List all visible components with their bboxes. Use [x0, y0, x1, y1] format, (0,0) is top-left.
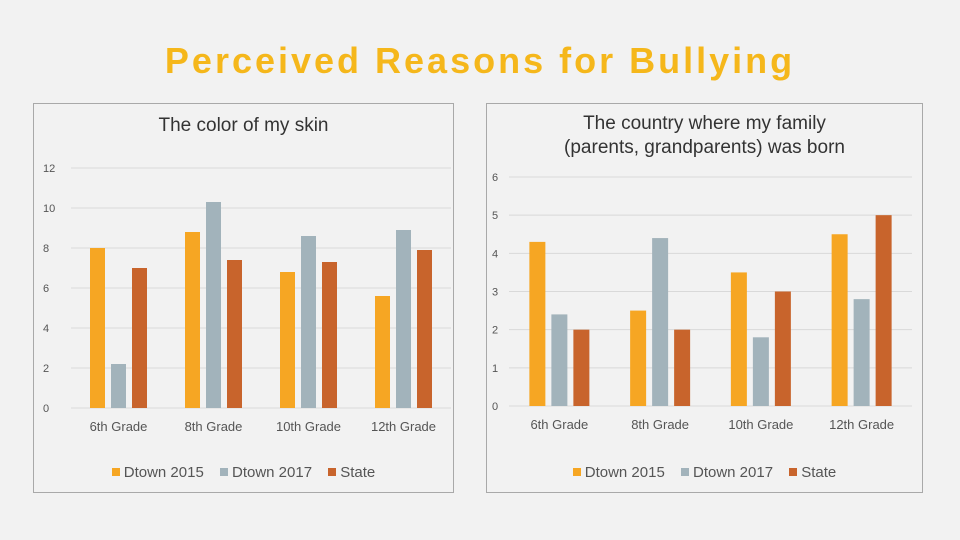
bar-dtown-2017 [206, 202, 221, 408]
bar-dtown-2017 [301, 236, 316, 408]
bar-dtown-2015 [529, 241, 546, 406]
legend: Dtown 2015 Dtown 2017 State [487, 464, 922, 481]
bar-dtown-2015 [375, 296, 390, 408]
bar-dtown-2017 [396, 230, 411, 408]
y-tick-label: 2 [492, 325, 498, 337]
y-tick-label: 10 [43, 203, 55, 215]
y-tick-label: 4 [43, 323, 49, 335]
slide-title: Perceived Reasons for Bullying [164, 40, 796, 81]
x-tick-label: 10th Grade [728, 417, 793, 432]
chart-skin-color: The color of my skin 0 2 4 6 8 10 12 6th Grade 8… [33, 103, 454, 493]
bar-dtown-2017 [652, 238, 669, 406]
bar-dtown-2015 [280, 272, 295, 408]
legend-item: Dtown 2017 [680, 464, 774, 481]
legend-swatch [572, 468, 581, 476]
chart-title-line2: (parents, grandparents) was born [564, 137, 845, 158]
legend-item: Dtown 2015 [572, 464, 665, 481]
chart-title: The country where my family (parents, gr… [487, 112, 922, 160]
legend: Dtown 2015 Dtown 2017 State [34, 464, 453, 481]
y-tick-label: 8 [43, 243, 49, 255]
legend-item: Dtown 2015 [111, 464, 204, 481]
chart-title-line1: The country where my family [583, 113, 826, 134]
legend-swatch [111, 468, 120, 476]
bar-state [573, 329, 590, 406]
bar-state [674, 329, 691, 406]
y-tick-label: 0 [43, 403, 49, 415]
bar-dtown-2017 [752, 337, 769, 406]
chart-family-country: The country where my family (parents, gr… [486, 103, 923, 493]
y-tick-label: 4 [492, 248, 498, 260]
x-tick-label: 6th Grade [90, 419, 148, 434]
bar-dtown-2017 [111, 364, 126, 408]
bar-state [132, 268, 147, 408]
bar-dtown-2015 [831, 234, 848, 406]
x-tick-label: 8th Grade [185, 419, 243, 434]
bar-dtown-2017 [551, 314, 568, 406]
bar-dtown-2017 [853, 299, 870, 406]
chart-title: The color of my skin [158, 115, 329, 136]
y-tick-label: 6 [492, 172, 498, 184]
legend-swatch [680, 468, 689, 476]
legend-item: State [789, 464, 836, 481]
legend-item: Dtown 2017 [219, 464, 313, 481]
bar-dtown-2015 [630, 310, 647, 406]
y-tick-label: 6 [43, 283, 49, 295]
bar-dtown-2015 [730, 272, 747, 406]
chart-plot: 0 2 4 6 8 10 12 6th Grade 8th Grade 10th Grade 12t… [43, 163, 451, 434]
x-tick-label: 6th Grade [530, 417, 588, 432]
bar-state [322, 262, 337, 408]
x-tick-label: 12th Grade [371, 419, 436, 434]
legend-label: Dtown 2017 [231, 464, 313, 481]
bar-dtown-2015 [90, 248, 105, 408]
x-tick-label: 12th Grade [829, 417, 894, 432]
y-tick-label: 0 [492, 401, 498, 413]
y-tick-label: 12 [43, 163, 55, 175]
bar-state [875, 215, 892, 406]
y-tick-label: 3 [492, 287, 498, 299]
y-tick-label: 2 [43, 363, 49, 375]
legend-label: Dtown 2015 [123, 464, 204, 481]
x-tick-label: 8th Grade [631, 417, 689, 432]
legend-swatch [789, 468, 798, 476]
legend-swatch [219, 468, 228, 476]
chart-plot: 0 1 2 3 4 5 6 6th Grade 8th Grade 10th Grade 12th … [492, 172, 912, 432]
x-tick-label: 10th Grade [276, 419, 341, 434]
legend-item: State [328, 464, 375, 481]
legend-label: Dtown 2015 [584, 464, 665, 481]
y-tick-label: 1 [492, 363, 498, 375]
y-tick-label: 5 [492, 210, 498, 222]
bar-dtown-2015 [185, 232, 200, 408]
legend-label: Dtown 2017 [692, 464, 774, 481]
bar-state [227, 260, 242, 408]
legend-swatch [328, 468, 337, 476]
bar-state [417, 250, 432, 408]
bar-state [774, 291, 791, 406]
legend-label: State [340, 464, 376, 481]
legend-label: State [801, 464, 837, 481]
